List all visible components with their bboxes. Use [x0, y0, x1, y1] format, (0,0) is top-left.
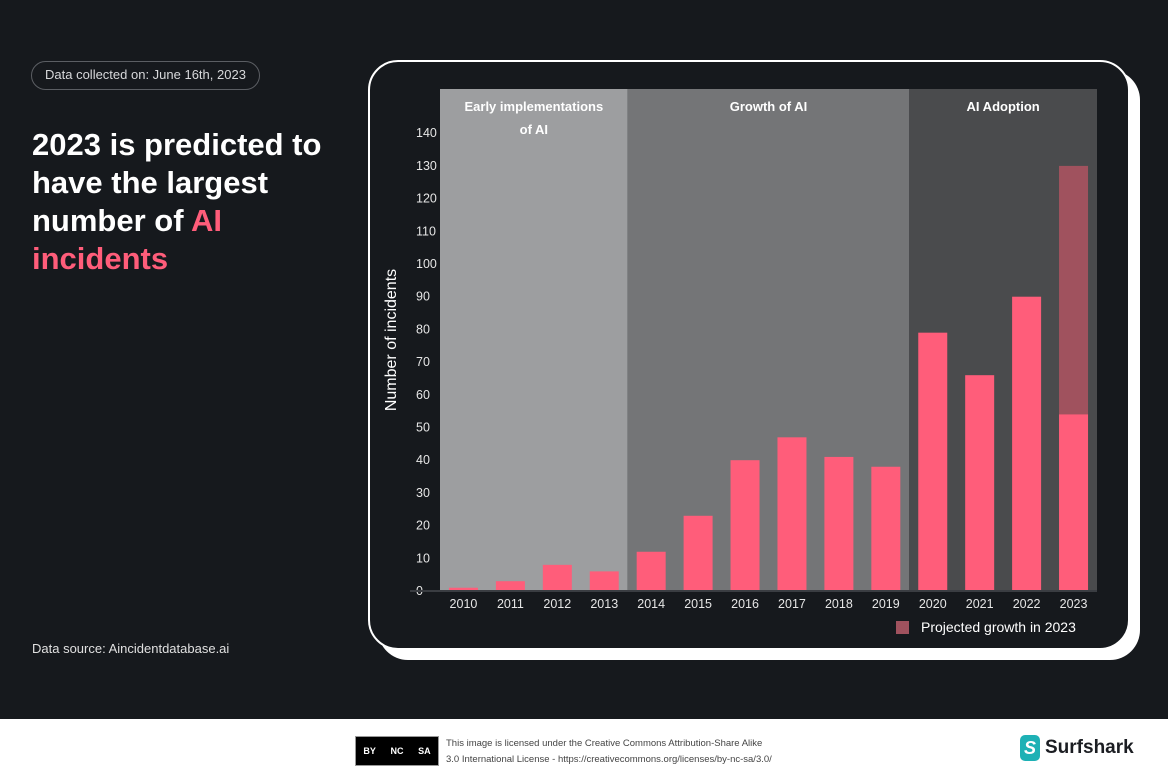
creative-commons-badge: BY NC SA — [355, 736, 439, 766]
headline-highlight: AI incidents — [32, 203, 223, 276]
y-tick-label: 90 — [416, 290, 430, 304]
period-label: Early implementations — [464, 99, 603, 114]
surfshark-icon: S — [1020, 735, 1040, 761]
headline-text: 2023 is predicted to have the largest nu… — [32, 127, 322, 238]
x-tick-label: 2017 — [778, 597, 806, 611]
x-tick-label: 2013 — [590, 597, 618, 611]
x-tick-label: 2012 — [543, 597, 571, 611]
y-tick-label: 10 — [416, 551, 430, 565]
bar — [495, 581, 525, 591]
x-tick-label: 2011 — [497, 597, 524, 611]
x-tick-label: 2021 — [966, 597, 994, 611]
x-tick-label: 2020 — [919, 597, 947, 611]
y-tick-label: 70 — [416, 355, 430, 369]
cc-by: BY — [363, 746, 376, 756]
x-tick-label: 2014 — [637, 597, 665, 611]
y-tick-label: 60 — [416, 388, 430, 402]
x-tick-label: 2016 — [731, 597, 759, 611]
bar — [1012, 296, 1042, 591]
y-tick-label: 80 — [416, 322, 430, 336]
license-text: This image is licensed under the Creativ… — [446, 736, 772, 768]
legend-swatch — [896, 621, 909, 634]
bar — [448, 587, 478, 591]
bar — [824, 456, 854, 591]
legend-label: Projected growth in 2023 — [921, 619, 1076, 635]
period-label: Growth of AI — [730, 99, 808, 114]
y-tick-label: 120 — [416, 192, 437, 206]
y-tick-label: 100 — [416, 257, 437, 271]
y-tick-label: 40 — [416, 453, 430, 467]
bar — [636, 551, 666, 591]
bar — [730, 460, 760, 591]
period-label: AI Adoption — [967, 99, 1040, 114]
bar — [777, 437, 807, 591]
y-tick-label: 30 — [416, 486, 430, 500]
bar-chart: Early implementations of AI Growth of AI AI… — [383, 89, 1097, 635]
bar — [542, 564, 572, 591]
x-tick-label: 2022 — [1013, 597, 1041, 611]
x-tick-label: 2015 — [684, 597, 712, 611]
bar — [589, 571, 619, 591]
bar — [918, 332, 948, 591]
bar — [683, 515, 713, 591]
cc-nc: NC — [390, 746, 404, 756]
x-tick-label: 2019 — [872, 597, 900, 611]
y-tick-label: 20 — [416, 519, 430, 533]
surfshark-logo: S Surfshark — [1020, 735, 1134, 761]
bar — [1059, 414, 1089, 591]
y-tick-label: 110 — [416, 224, 436, 238]
cc-sa: SA — [418, 746, 431, 756]
period-band — [440, 89, 628, 591]
y-tick-label: 130 — [416, 159, 437, 173]
license-line-2: 3.0 International License - https://crea… — [446, 754, 772, 765]
bar — [965, 375, 995, 591]
y-tick-label: 50 — [416, 421, 430, 435]
y-axis-label: Number of incidents — [383, 269, 400, 411]
license-line-1: This image is licensed under the Creativ… — [446, 738, 763, 749]
footer: BY NC SA This image is licensed under th… — [0, 719, 1168, 779]
period-label: of AI — [520, 122, 548, 137]
data-collected-badge: Data collected on: June 16th, 2023 — [31, 61, 260, 90]
x-tick-label: 2010 — [450, 597, 478, 611]
headline: 2023 is predicted to have the largest nu… — [32, 126, 332, 278]
brand-name: Surfshark — [1045, 737, 1134, 758]
bar — [871, 466, 901, 591]
data-source: Data source: Aincidentdatabase.ai — [32, 641, 230, 656]
x-tick-label: 2018 — [825, 597, 853, 611]
x-tick-label: 2023 — [1060, 597, 1088, 611]
period-band — [627, 89, 910, 591]
y-tick-label: 140 — [416, 126, 437, 140]
